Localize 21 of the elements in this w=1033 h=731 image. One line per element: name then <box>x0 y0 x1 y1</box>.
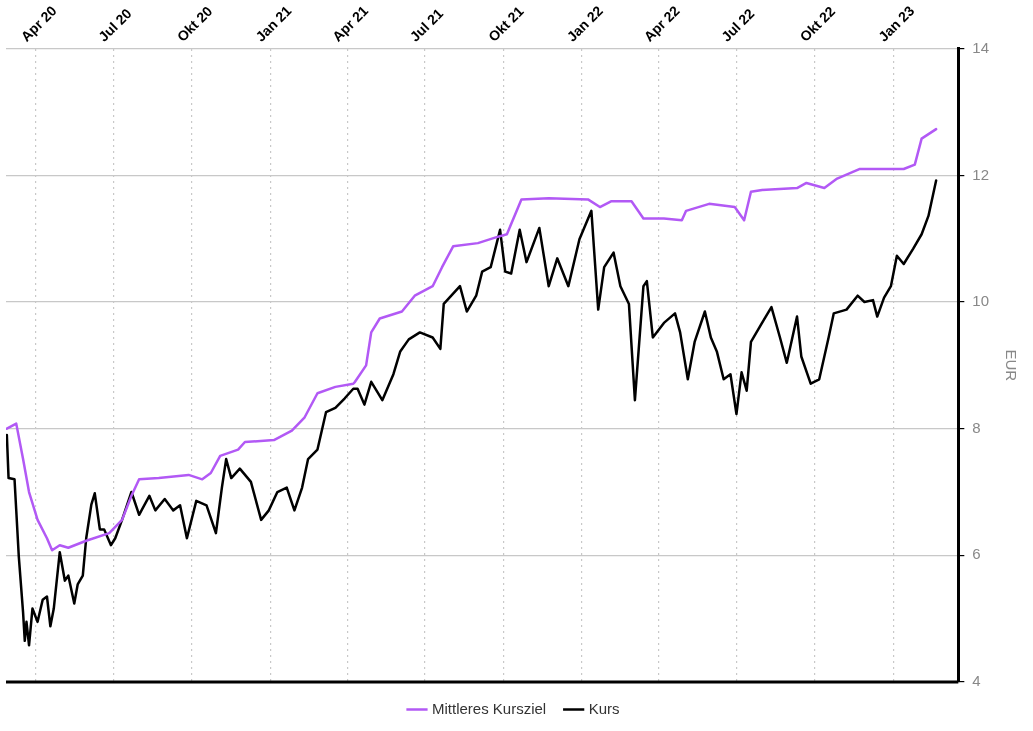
x-tick-label: Apr 22 <box>640 2 683 45</box>
x-tick-label: Okt 22 <box>796 2 839 45</box>
y-tick-label: 8 <box>972 418 981 436</box>
y-tick-label: 4 <box>972 672 981 690</box>
y-tick-label: 14 <box>972 38 989 56</box>
x-tick-label: Jul 22 <box>718 5 758 45</box>
y-tick-label: 12 <box>972 165 989 183</box>
x-tick-label: Jul 21 <box>406 5 447 45</box>
legend-label: Mittleres Kursziel <box>431 699 547 717</box>
x-tick-label: Jan 23 <box>875 2 918 45</box>
x-tick-label: Jan 22 <box>563 2 606 45</box>
x-tick-label: Jan 21 <box>252 2 295 45</box>
x-tick-label: Apr 20 <box>17 2 60 45</box>
y-tick-label: 10 <box>972 292 989 310</box>
x-tick-label: Apr 21 <box>328 2 372 45</box>
x-tick-label: Okt 20 <box>173 2 216 45</box>
x-tick-label: Jul 20 <box>95 5 135 45</box>
y-axis-title: EUR <box>1002 349 1020 382</box>
legend-label: Kurs <box>588 699 620 717</box>
y-tick-label: 6 <box>972 545 981 563</box>
x-tick-label: Okt 21 <box>485 2 527 45</box>
